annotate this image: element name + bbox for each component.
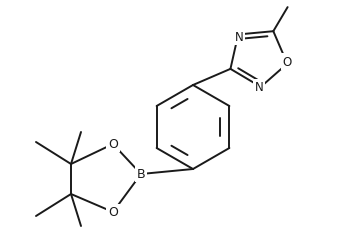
Text: N: N <box>254 81 263 94</box>
Text: B: B <box>137 168 145 181</box>
Text: O: O <box>108 138 118 151</box>
Text: O: O <box>108 206 118 219</box>
Text: O: O <box>283 56 292 69</box>
Text: N: N <box>235 31 244 44</box>
